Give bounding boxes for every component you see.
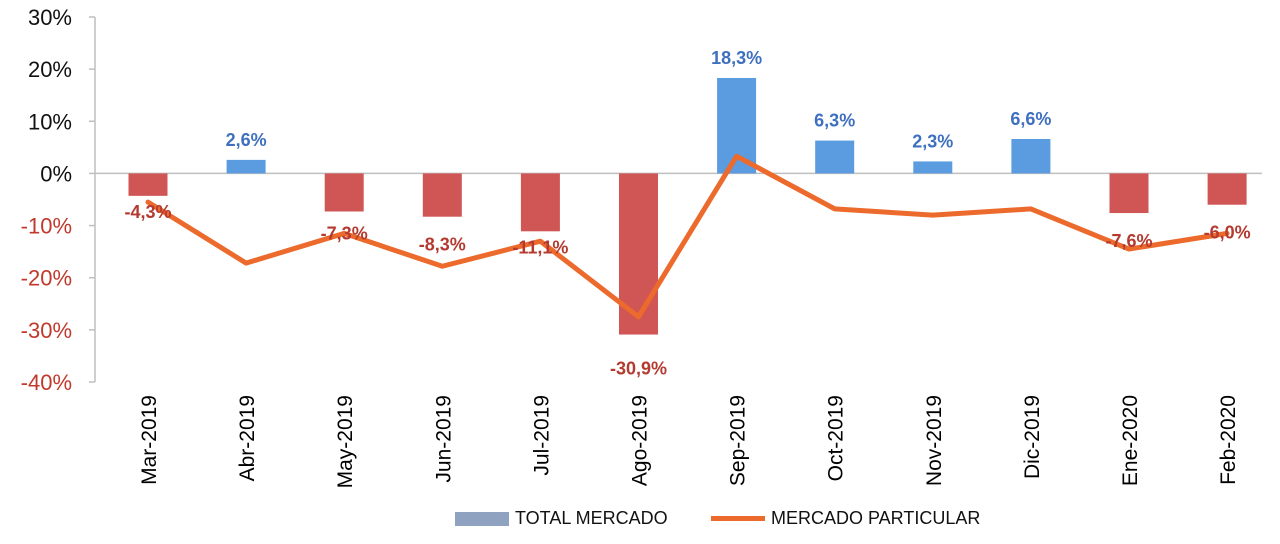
y-tick-label: -20% xyxy=(21,266,72,291)
bar-total-mercado xyxy=(324,173,364,212)
x-tick-label: Feb-2020 xyxy=(1217,395,1240,485)
bar-total-mercado xyxy=(1109,173,1149,214)
bar-total-mercado xyxy=(422,173,462,217)
data-label-total-mercado: -30,9% xyxy=(610,359,667,379)
x-tick-label: Dic-2019 xyxy=(1021,395,1044,479)
data-label-total-mercado: -6,0% xyxy=(1204,223,1251,243)
bar-layer xyxy=(128,78,1247,335)
x-tick-label: Abr-2019 xyxy=(236,395,259,481)
y-tick-label: -10% xyxy=(21,214,72,239)
legend-item-mercado-particular: MERCADO PARTICULAR xyxy=(711,508,980,529)
label-layer: -4,3% 2,6% -7,3% -8,3% -11,1% -30,9% 18,3% 6,3%… xyxy=(124,48,1250,379)
x-tick-label: Jun-2019 xyxy=(432,395,455,483)
data-label-total-mercado: 6,6% xyxy=(1010,109,1051,129)
y-tick-label: 10% xyxy=(28,109,72,134)
bar-total-mercado xyxy=(1011,139,1051,174)
x-tick-label: Oct-2019 xyxy=(825,395,848,481)
x-tick-label: Nov-2019 xyxy=(923,395,946,486)
bar-total-mercado xyxy=(1207,173,1247,205)
data-label-total-mercado: -8,3% xyxy=(419,235,466,255)
x-tick-label: May-2019 xyxy=(334,395,357,488)
y-tick-label: -30% xyxy=(21,318,72,343)
y-tick-label: 20% xyxy=(28,57,72,82)
x-tick-label: Ago-2019 xyxy=(629,395,652,486)
legend-swatch-mercado-particular xyxy=(711,516,765,521)
data-label-total-mercado: 2,6% xyxy=(226,130,267,150)
x-tick-label: Mar-2019 xyxy=(138,395,161,485)
y-tick-label: 30% xyxy=(28,5,72,30)
line-mercado-particular xyxy=(145,153,1230,320)
x-tick-label: Jul-2019 xyxy=(530,395,553,476)
legend-swatch-total-mercado xyxy=(455,511,509,526)
data-label-total-mercado: -7,6% xyxy=(1105,231,1152,251)
y-tick-label: 0% xyxy=(40,161,72,186)
bar-total-mercado xyxy=(226,159,266,174)
data-label-total-mercado: -11,1% xyxy=(512,237,568,257)
x-tick-label: Ene-2020 xyxy=(1119,395,1142,486)
data-label-total-mercado: 6,3% xyxy=(814,111,855,131)
bar-total-mercado xyxy=(128,173,168,196)
data-label-total-mercado: -7,3% xyxy=(321,223,368,243)
data-label-total-mercado: 2,3% xyxy=(912,131,953,151)
data-label-total-mercado: -4,3% xyxy=(124,202,171,222)
bar-total-mercado xyxy=(815,140,855,174)
bar-total-mercado xyxy=(619,173,658,335)
data-label-total-mercado: 18,3% xyxy=(711,48,762,68)
legend-label-total-mercado: TOTAL MERCADO xyxy=(515,508,668,528)
legend: TOTAL MERCADO MERCADO PARTICULAR xyxy=(0,508,1280,536)
line-layer xyxy=(145,153,1230,320)
x-tick-label: Sep-2019 xyxy=(727,395,750,486)
bar-total-mercado xyxy=(913,161,953,174)
bar-total-mercado xyxy=(520,173,560,232)
axis-layer: 30% 20% 10% 0% -10% -20% -30% -40% Mar-2019 Abr-2… xyxy=(21,5,1262,488)
y-tick-label: -40% xyxy=(21,370,72,395)
legend-label-mercado-particular: MERCADO PARTICULAR xyxy=(771,508,981,528)
legend-item-total-mercado: TOTAL MERCADO xyxy=(455,508,668,529)
